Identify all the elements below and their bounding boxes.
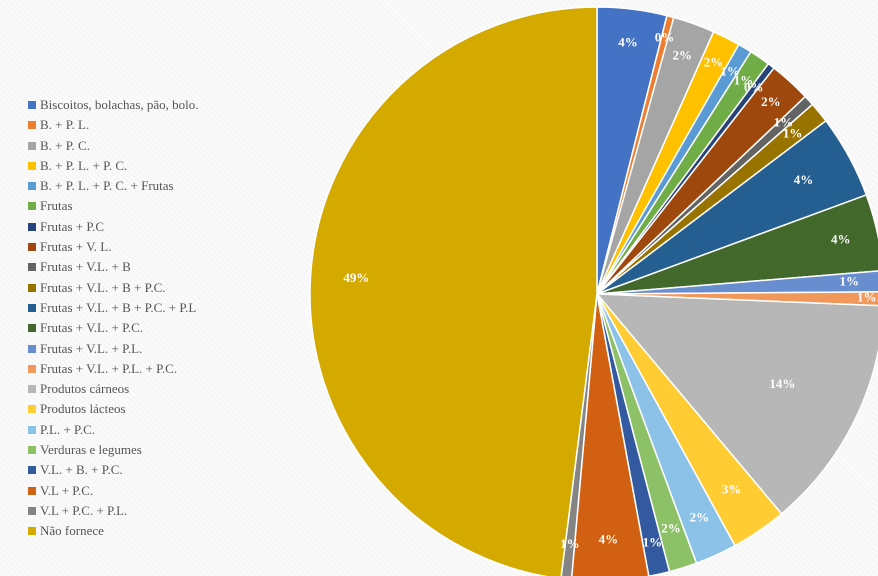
slice-data-label: 1% <box>643 534 663 549</box>
slice-data-label: 1% <box>560 536 580 551</box>
slice-data-label: 3% <box>722 482 742 497</box>
slice-data-label: 4% <box>794 172 814 187</box>
slice-data-label: 2% <box>761 94 781 109</box>
slice-data-label: 4% <box>618 34 638 49</box>
slice-data-label: 4% <box>831 231 851 246</box>
slice-data-label: 4% <box>599 532 619 547</box>
slice-data-label: 2% <box>661 520 681 535</box>
slice-data-label: 14% <box>769 376 795 391</box>
pie-slice <box>310 7 597 576</box>
slice-data-label: 1% <box>783 125 803 140</box>
slice-data-label: 49% <box>343 270 369 285</box>
slice-data-label: 1% <box>840 274 860 289</box>
slice-data-label: 2% <box>673 47 693 62</box>
slice-data-label: 0% <box>655 30 675 45</box>
slice-data-label: 1% <box>857 290 877 305</box>
slice-data-label: 0% <box>744 80 764 95</box>
slice-data-label: 2% <box>690 510 710 525</box>
